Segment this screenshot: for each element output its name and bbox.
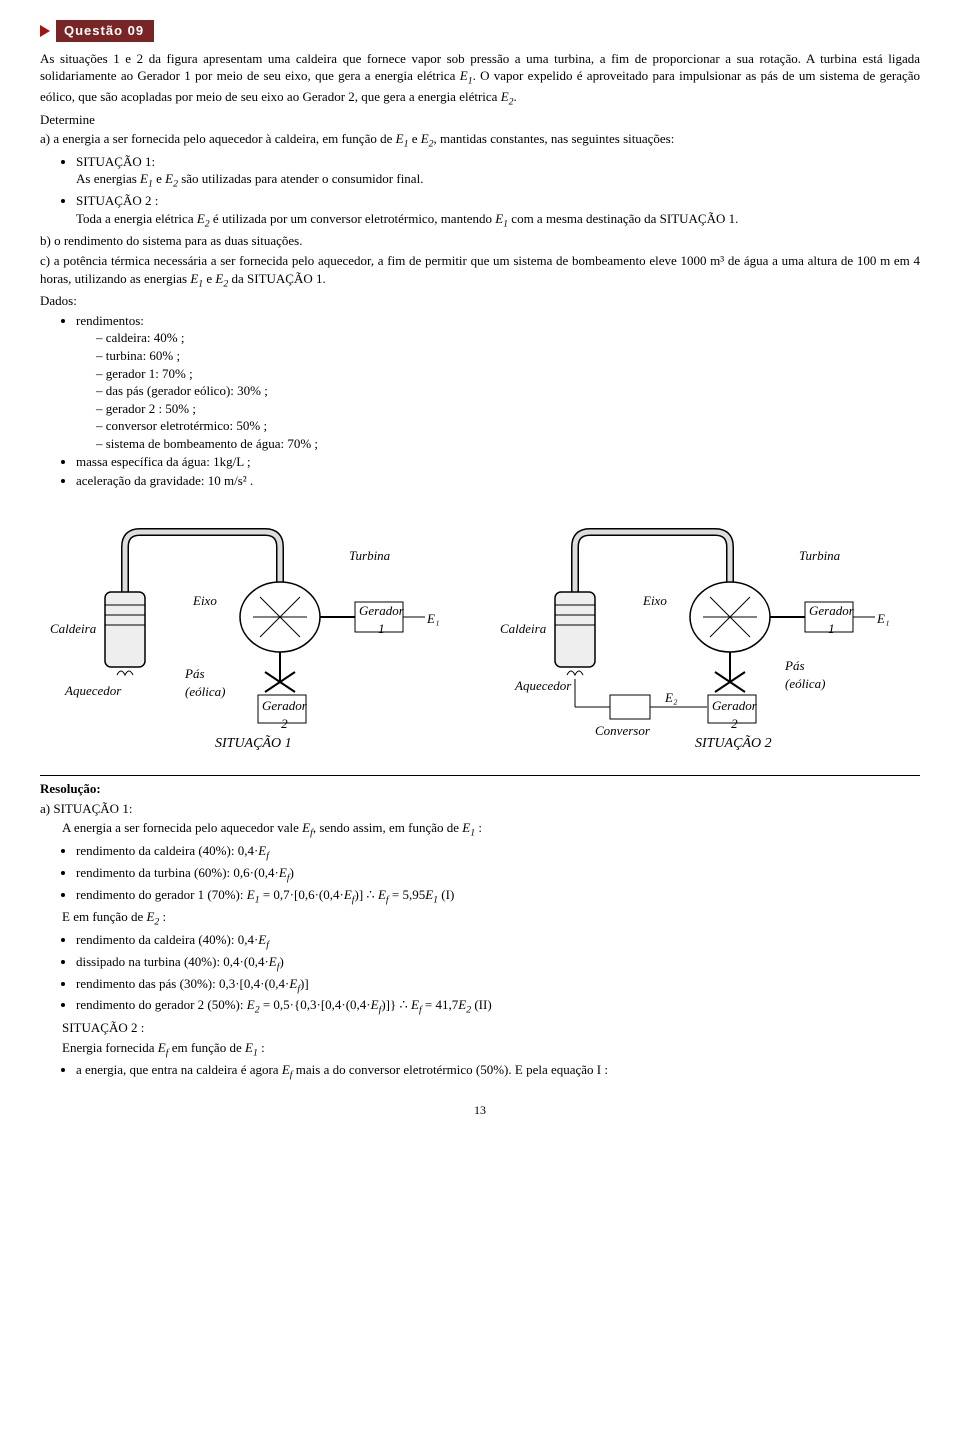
rend-bullet: rendimentos: – caldeira: 40% ; – turbina… [76, 312, 920, 452]
caption-2: SITUAÇÃO 2 [695, 735, 772, 754]
sit2-desc-3: com a mesma destinação da SITUAÇÃO 1. [508, 211, 738, 226]
sit2-desc-1: Toda a energia elétrica [76, 211, 197, 226]
res-c1: rendimento da caldeira (40%): 0,4·Ef [76, 931, 920, 952]
r5: – gerador 2 : 50% ; [96, 400, 920, 418]
sit1-desc-2: e [153, 171, 165, 186]
gerador1-label-2: Gerador 1 [809, 602, 854, 637]
res-b3: rendimento do gerador 1 (70%): E1 = 0,7·… [76, 886, 920, 907]
dados-title: Dados: [40, 292, 920, 310]
pas-label-2: Pás (eólica) [785, 657, 825, 692]
resolucao-title: Resolução: [40, 780, 920, 798]
intro-text-3: . [514, 89, 517, 104]
sit2-bullet: SITUAÇÃO 2 : Toda a energia elétrica E2 … [76, 192, 920, 230]
res-s2-label: SITUAÇÃO 2 : [62, 1019, 920, 1037]
sit1-desc-3: são utilizadas para atender o consumidor… [178, 171, 423, 186]
turbina-label-2: Turbina [799, 547, 840, 565]
turbina-label: Turbina [349, 547, 390, 565]
e1-label-2: E₁ [877, 610, 889, 628]
item-b: b) o rendimento do sistema para as duas … [40, 232, 920, 250]
r4: – das pás (gerador eólico): 30% ; [96, 382, 920, 400]
item-c: c) a potência térmica necessária a ser f… [40, 252, 920, 290]
item-a-text-2: e [408, 131, 420, 146]
aquecedor-label-2: Aquecedor [515, 677, 571, 695]
res-c2: dissipado na turbina (40%): 0,4·(0,4·Ef) [76, 953, 920, 974]
intro-paragraph: As situações 1 e 2 da figura apresentam … [40, 50, 920, 109]
sit1-label: SITUAÇÃO 1: [76, 154, 155, 169]
figure-row: Turbina Eixo Gerador 1 E₁ Caldeira Aquec… [40, 507, 920, 767]
res-b2: rendimento da turbina (60%): 0,6·(0,4·Ef… [76, 864, 920, 885]
res-b1: rendimento da caldeira (40%): 0,4·Ef [76, 842, 920, 863]
acel-bullet: aceleração da gravidade: 10 m/s² . [76, 472, 920, 490]
eixo-label: Eixo [193, 592, 217, 610]
sit2-desc-2: é utilizada por um conversor eletrotérmi… [210, 211, 496, 226]
pas-label: Pás (eólica) [185, 665, 225, 700]
r1: – caldeira: 40% ; [96, 329, 920, 347]
res-c4: rendimento do gerador 2 (50%): E2 = 0,5·… [76, 996, 920, 1017]
item-c-text-1: c) a potência térmica necessária a ser f… [40, 253, 920, 286]
item-c-text-2: e [203, 271, 215, 286]
r2: – turbina: 60% ; [96, 347, 920, 365]
figure-1: Turbina Eixo Gerador 1 E₁ Caldeira Aquec… [65, 507, 445, 767]
conversor-label: Conversor [595, 722, 650, 740]
res-s2-line1: Energia fornecida Ef em função de E1 : [62, 1039, 920, 1060]
massa-bullet: massa específica da água: 1kg/L ; [76, 453, 920, 471]
sit1-bullet: SITUAÇÃO 1: As energias E1 e E2 são util… [76, 153, 920, 191]
triangle-icon [40, 25, 50, 37]
figure-2: Turbina Eixo Gerador 1 E₁ Caldeira Aquec… [515, 507, 895, 767]
r6: – conversor eletrotérmico: 50% ; [96, 417, 920, 435]
caption-1: SITUAÇÃO 1 [215, 735, 292, 754]
res-last: a energia, que entra na caldeira é agora… [76, 1061, 920, 1082]
item-a-text-3: , mantidas constantes, nas seguintes sit… [434, 131, 675, 146]
gerador2-label: Gerador 2 [262, 697, 307, 732]
rend-label: rendimentos: [76, 313, 144, 328]
determine-label: Determine [40, 111, 920, 129]
item-c-text-3: da SITUAÇÃO 1. [228, 271, 326, 286]
E2-var: E [501, 89, 509, 104]
caldeira-label: Caldeira [50, 620, 96, 638]
sit2-label: SITUAÇÃO 2 : [76, 193, 158, 208]
r7: – sistema de bombeamento de água: 70% ; [96, 435, 920, 453]
aquecedor-label: Aquecedor [65, 682, 121, 700]
gerador2-label-2: Gerador 2 [712, 697, 757, 732]
e2-label: E₂ [665, 689, 677, 707]
question-tag: Questão 09 [56, 20, 154, 42]
res-c3: rendimento das pás (30%): 0,3·[0,4·(0,4·… [76, 975, 920, 996]
res-a-header: a) SITUAÇÃO 1: [40, 800, 920, 818]
item-a-text-1: a) a energia a ser fornecida pelo aquece… [40, 131, 396, 146]
page-number: 13 [40, 1102, 920, 1118]
res-emfunc2: E em função de E2 : [62, 908, 920, 929]
E1-var: E [460, 68, 468, 83]
res-a-line1: A energia a ser fornecida pelo aquecedor… [62, 819, 920, 840]
caldeira-label-2: Caldeira [500, 620, 546, 638]
gerador1-label: Gerador 1 [359, 602, 404, 637]
divider [40, 775, 920, 776]
e1-label: E₁ [427, 610, 439, 628]
item-a: a) a energia a ser fornecida pelo aquece… [40, 130, 920, 151]
r3: – gerador 1: 70% ; [96, 365, 920, 383]
sit1-desc-1: As energias [76, 171, 140, 186]
question-header: Questão 09 [40, 20, 920, 42]
eixo-label-2: Eixo [643, 592, 667, 610]
